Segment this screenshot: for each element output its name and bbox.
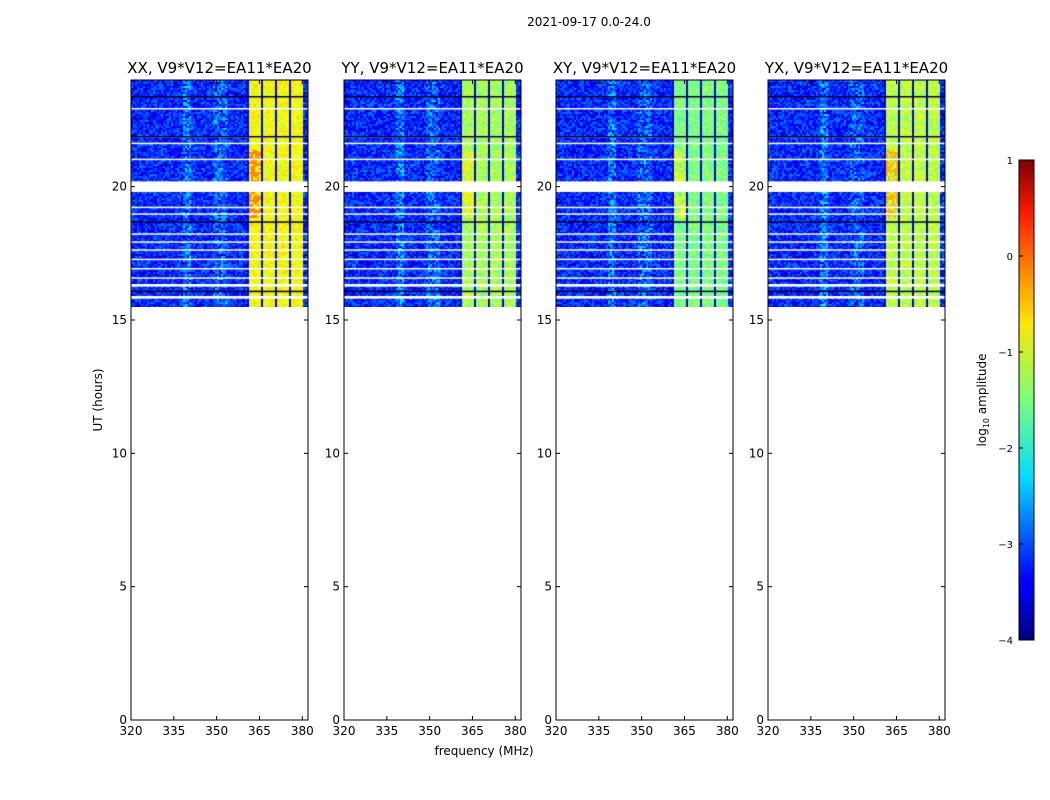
y-tick-label: 20 xyxy=(112,180,127,194)
x-tick-label: 320 xyxy=(333,724,356,738)
x-tick-label: 320 xyxy=(757,724,780,738)
x-tick-label: 365 xyxy=(673,724,696,738)
colorbar-label-log: log xyxy=(975,428,989,446)
x-tick-label: 335 xyxy=(162,724,185,738)
panel-0: XX, V9*V12=EA11*EA20 320 335 350 365 380 0 5 10 1… xyxy=(91,59,314,738)
y-tick-label: 20 xyxy=(325,180,340,194)
x-tick-label: 365 xyxy=(248,724,271,738)
colorbar-tick-label: −2 xyxy=(998,444,1013,455)
heatmap-image xyxy=(768,80,945,307)
x-tick-label: 380 xyxy=(504,724,527,738)
colorbar-gradient xyxy=(1018,159,1035,641)
panel-title: YY, V9*V12=EA11*EA20 xyxy=(340,59,523,77)
panel-title: XX, V9*V12=EA11*EA20 xyxy=(127,59,311,77)
colorbar-label-sub: 10 xyxy=(982,418,991,428)
y-tick-label: 0 xyxy=(756,713,764,727)
heatmap-image xyxy=(556,80,733,307)
x-tick-label: 380 xyxy=(716,724,739,738)
colorbar: 10−1−2−3−4 log10 amplitude xyxy=(975,156,1035,647)
y-tick-label: 5 xyxy=(544,580,552,594)
panel-1: YY, V9*V12=EA11*EA20 320 335 350 365 380 0 5 10 1… xyxy=(325,59,534,758)
y-tick-label: 5 xyxy=(119,580,127,594)
heatmap-image xyxy=(131,80,308,307)
panels: XX, V9*V12=EA11*EA20 320 335 350 365 380 0 5 10 1… xyxy=(91,59,951,758)
panel-title: YX, V9*V12=EA11*EA20 xyxy=(764,59,948,77)
x-tick-label: 335 xyxy=(799,724,822,738)
y-tick-label: 15 xyxy=(325,313,340,327)
y-tick-label: 5 xyxy=(756,580,764,594)
x-tick-label: 365 xyxy=(885,724,908,738)
x-tick-label: 365 xyxy=(461,724,484,738)
y-tick-label: 15 xyxy=(537,313,552,327)
y-tick-label: 5 xyxy=(332,580,340,594)
x-tick-label: 350 xyxy=(205,724,228,738)
y-tick-label: 10 xyxy=(325,446,340,460)
x-tick-label: 380 xyxy=(928,724,951,738)
colorbar-label: log10 amplitude xyxy=(975,354,991,447)
x-tick-label: 350 xyxy=(842,724,865,738)
axes-frame xyxy=(130,79,309,721)
y-tick-label: 15 xyxy=(112,313,127,327)
x-tick-label: 350 xyxy=(418,724,441,738)
y-axis-label: UT (hours) xyxy=(91,368,105,431)
colorbar-label-rest: amplitude xyxy=(975,354,989,418)
x-tick-label: 380 xyxy=(291,724,314,738)
y-tick-label: 20 xyxy=(749,180,764,194)
panel-2: XY, V9*V12=EA11*EA20 320 335 350 365 380 0 5 10 1… xyxy=(537,59,739,738)
x-tick-label: 335 xyxy=(587,724,610,738)
panel-title: XY, V9*V12=EA11*EA20 xyxy=(553,59,736,77)
y-tick-label: 0 xyxy=(544,713,552,727)
colorbar-tick-label: −4 xyxy=(998,636,1013,647)
x-tick-label: 350 xyxy=(630,724,653,738)
y-tick-label: 0 xyxy=(119,713,127,727)
y-tick-label: 0 xyxy=(332,713,340,727)
axes-frame xyxy=(343,79,522,721)
x-tick-label: 335 xyxy=(375,724,398,738)
x-axis-label: frequency (MHz) xyxy=(434,744,533,758)
figure-title: 2021-09-17 0.0-24.0 xyxy=(527,15,651,29)
colorbar-tick-label: −1 xyxy=(998,348,1013,359)
y-tick-label: 10 xyxy=(749,446,764,460)
y-tick-label: 15 xyxy=(749,313,764,327)
colorbar-tick-label: 0 xyxy=(1007,252,1013,263)
colorbar-tick-label: −3 xyxy=(998,540,1013,551)
axes-frame xyxy=(767,79,946,721)
colorbar-ticks: 1 0 −1 −2 −3 −4 xyxy=(998,156,1023,647)
y-tick-label: 10 xyxy=(112,446,127,460)
x-tick-label: 320 xyxy=(120,724,143,738)
colorbar-tick-label: 1 xyxy=(1007,156,1013,167)
axes-frame xyxy=(555,79,734,721)
y-tick-label: 20 xyxy=(537,180,552,194)
x-tick-label: 320 xyxy=(545,724,568,738)
heatmap-image xyxy=(344,80,521,307)
y-tick-label: 10 xyxy=(537,446,552,460)
panel-3: YX, V9*V12=EA11*EA20 320 335 350 365 380 0 5 10 1… xyxy=(749,59,951,738)
